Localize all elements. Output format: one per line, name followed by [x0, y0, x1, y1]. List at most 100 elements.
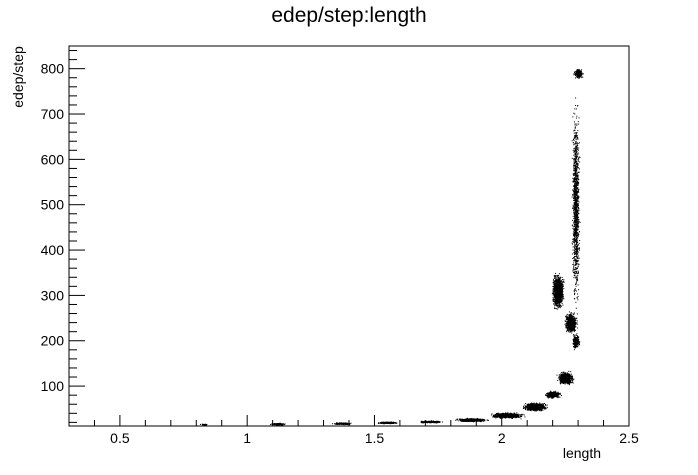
data-point [562, 379, 564, 381]
data-point [572, 375, 573, 377]
data-point [514, 416, 516, 418]
data-point [382, 422, 384, 424]
data-point [429, 422, 431, 424]
data-point [523, 407, 525, 409]
data-point [424, 422, 425, 423]
data-point [533, 407, 535, 408]
data-point [534, 410, 536, 412]
data-point [561, 381, 563, 383]
data-point [535, 410, 537, 412]
data-point [277, 423, 279, 425]
data-point [511, 415, 513, 417]
data-point [332, 423, 334, 425]
data-point [561, 374, 563, 376]
data-point [516, 412, 518, 414]
data-point [566, 376, 568, 378]
data-point [505, 412, 507, 414]
data-point [427, 421, 429, 423]
data-point [568, 380, 570, 382]
data-point [542, 407, 543, 409]
data-point [567, 375, 569, 376]
data-point [505, 416, 507, 418]
data-point [435, 422, 437, 424]
data-point [523, 404, 525, 406]
data-point [497, 413, 499, 415]
data-point [459, 419, 461, 421]
data-point [340, 423, 342, 425]
data-point [563, 298, 565, 300]
data-point [346, 422, 348, 424]
data-point [525, 406, 527, 408]
data-point [556, 394, 558, 396]
data-point [543, 407, 544, 409]
data-point [390, 422, 392, 424]
data-point [336, 423, 338, 425]
data-point [281, 423, 283, 425]
data-point [547, 393, 549, 395]
data-point [282, 424, 284, 426]
data-point [562, 382, 564, 384]
data-point [548, 394, 550, 395]
data-point [566, 382, 568, 384]
data-point [564, 373, 566, 375]
data-point [567, 379, 569, 381]
data-point [465, 420, 467, 421]
data-point [340, 422, 342, 424]
data-point [507, 412, 509, 414]
data-point [565, 379, 567, 381]
data-point [509, 414, 511, 416]
data-point [535, 406, 537, 408]
data-point [561, 379, 563, 381]
data-point [542, 404, 544, 406]
data-point [561, 380, 563, 382]
data-point [566, 378, 568, 380]
data-point [423, 421, 425, 423]
data-point [516, 416, 518, 418]
data-point [569, 379, 571, 381]
data-point [557, 392, 559, 394]
y-axis-label: edep/step [10, 46, 26, 108]
data-point [389, 422, 390, 424]
data-point [557, 394, 559, 395]
data-point [541, 407, 543, 409]
data-point [558, 307, 560, 309]
data-point [550, 397, 552, 399]
data-point [525, 408, 527, 410]
data-point [477, 420, 479, 422]
data-point [282, 423, 284, 424]
data-point [561, 375, 563, 377]
data-points [200, 69, 584, 426]
data-point [572, 380, 574, 382]
data-point [564, 383, 566, 385]
data-point [532, 403, 534, 405]
data-point [569, 380, 571, 382]
data-point [529, 406, 530, 408]
data-point [455, 419, 457, 421]
data-point [564, 378, 566, 380]
data-point [381, 422, 383, 424]
data-point [568, 382, 569, 384]
data-point [463, 420, 465, 422]
data-point [436, 420, 438, 422]
data-point [478, 418, 480, 420]
data-point [429, 420, 431, 422]
data-point [563, 382, 565, 384]
data-point [470, 419, 471, 421]
data-point [499, 413, 501, 415]
data-point [470, 420, 472, 422]
data-point [498, 413, 500, 415]
data-point [334, 423, 335, 425]
data-point [544, 408, 546, 410]
data-point [436, 421, 438, 423]
data-point [283, 423, 285, 425]
data-point [526, 405, 527, 407]
data-point [541, 408, 542, 410]
data-point [521, 415, 523, 417]
data-point [517, 416, 519, 418]
data-point [349, 424, 351, 426]
data-point [437, 421, 439, 422]
data-point [431, 421, 433, 422]
data-point [459, 420, 461, 422]
data-point [481, 419, 483, 420]
data-point [554, 390, 556, 392]
